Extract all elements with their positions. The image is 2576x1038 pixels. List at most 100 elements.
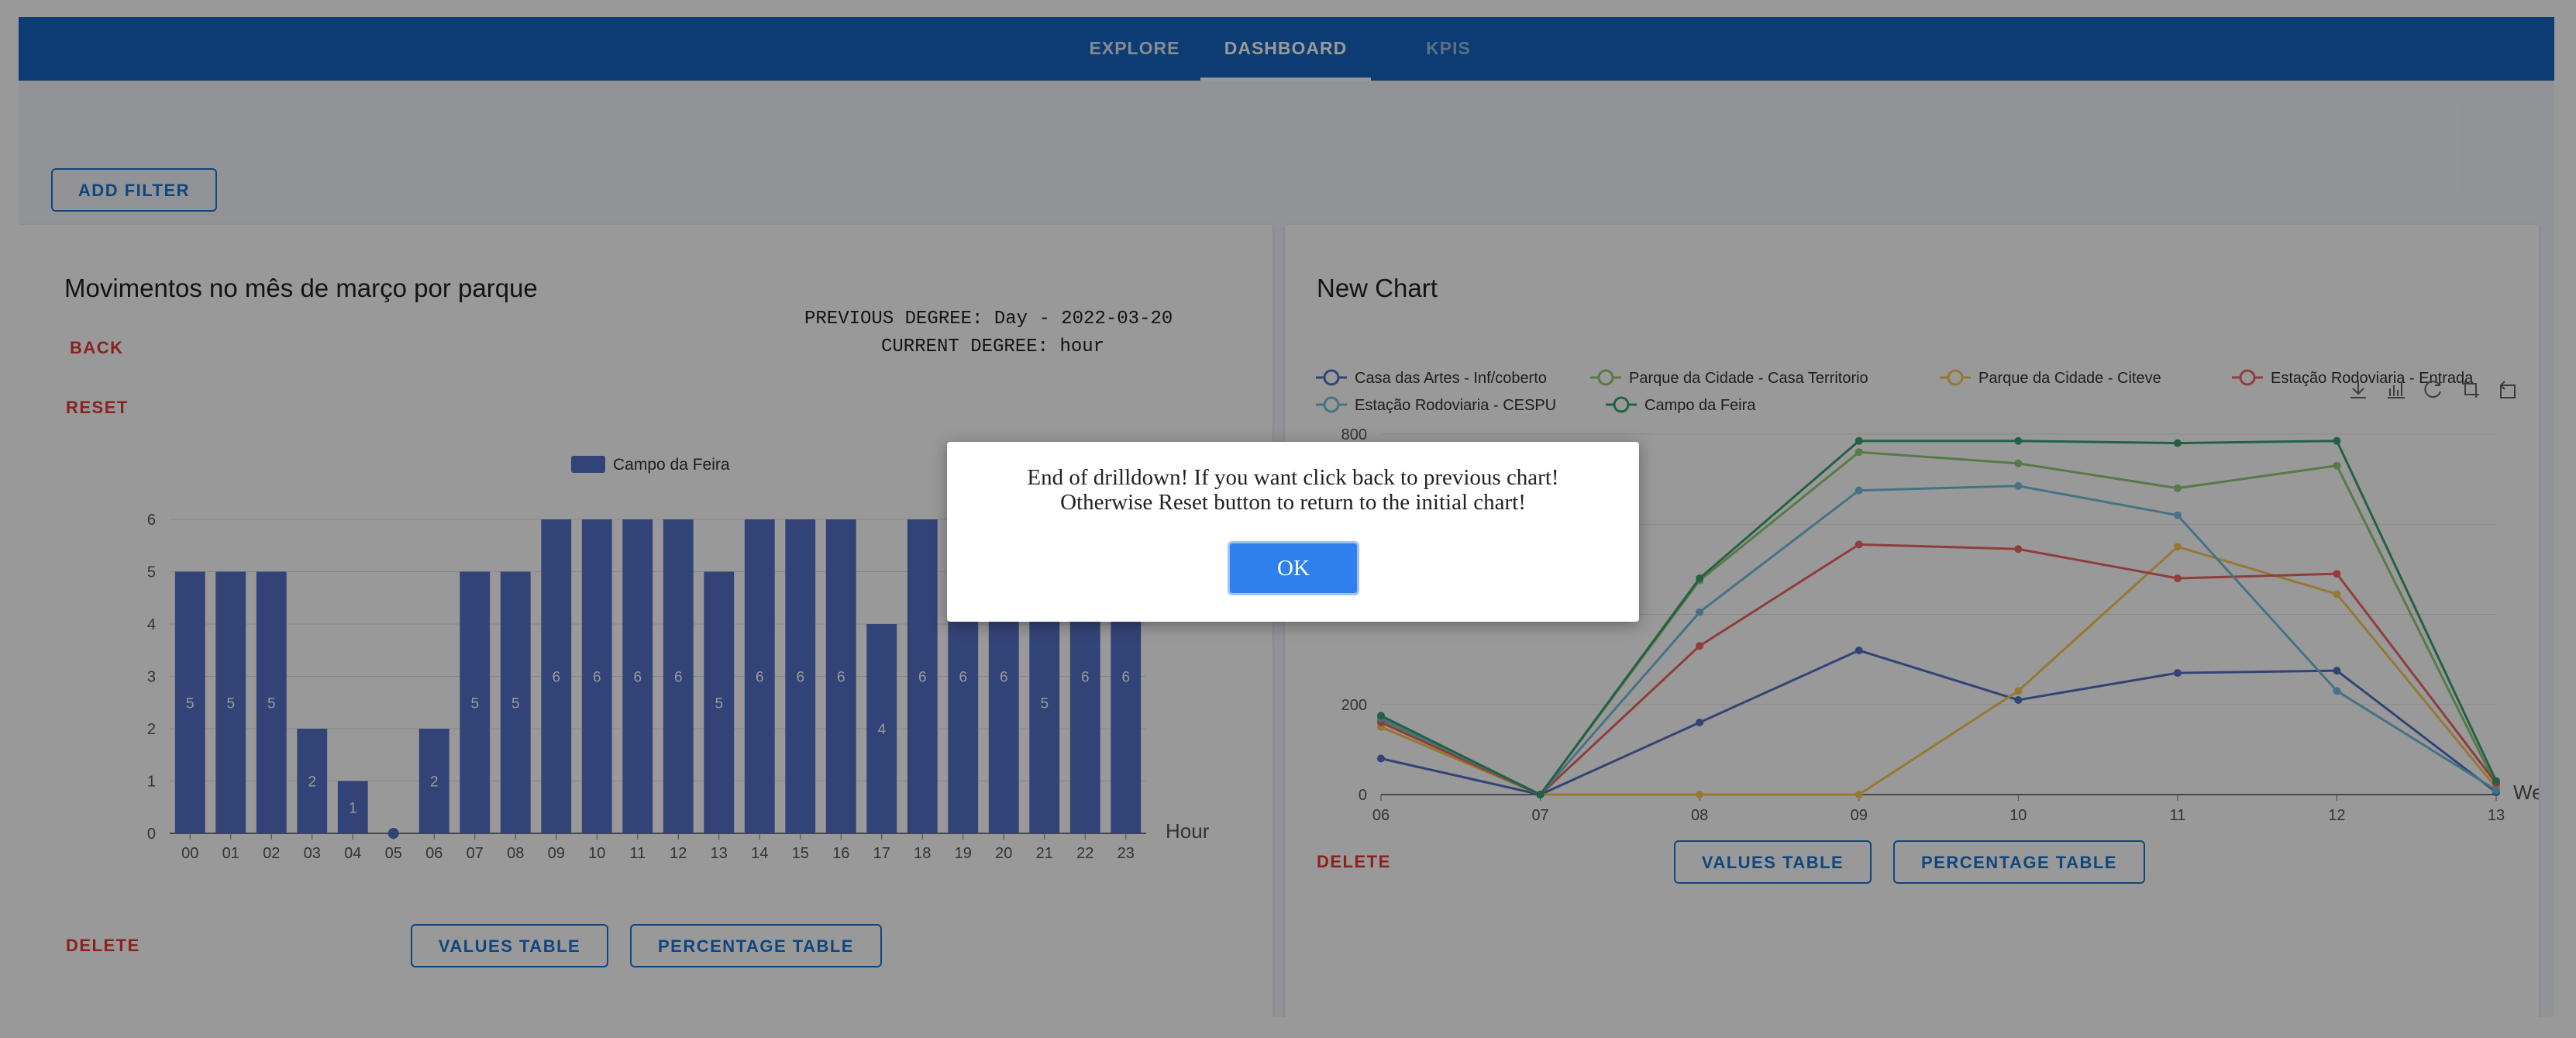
bar — [215, 571, 246, 833]
percentage-table-button-right[interactable]: PERCENTAGE TABLE — [1893, 840, 2145, 884]
x-tick-label: 05 — [385, 845, 402, 862]
x-tick-label: 21 — [1036, 845, 1053, 862]
tab-dashboard[interactable]: DASHBOARD — [1200, 17, 1371, 81]
x-tick-label: 12 — [670, 845, 687, 862]
bar-value-label: 6 — [1081, 670, 1090, 686]
x-axis-title: Hour — [1166, 819, 1210, 843]
ok-button[interactable]: OK — [1228, 541, 1359, 595]
bar — [825, 519, 856, 833]
y-tick-label: 1 — [147, 774, 156, 791]
download-icon[interactable] — [2350, 381, 2366, 398]
series-point — [1855, 791, 1863, 798]
bar — [460, 571, 491, 833]
bar-value-label: 5 — [715, 695, 723, 712]
series-point — [2014, 687, 2023, 695]
bar-value-label: 6 — [633, 670, 642, 686]
tab-explore[interactable]: EXPLORE — [1089, 38, 1180, 58]
x-tick-label: 13 — [2488, 807, 2505, 824]
crop-icon[interactable] — [2462, 381, 2479, 398]
x-tick-label: 10 — [2009, 807, 2027, 824]
bar — [744, 519, 775, 833]
filter-area: ADD FILTER — [19, 81, 2554, 236]
series-point — [1855, 540, 1863, 549]
percentage-table-button-left[interactable]: PERCENTAGE TABLE — [630, 924, 882, 967]
line-legend-item: Campo da Feira — [1606, 396, 1756, 414]
x-tick-label: 10 — [588, 845, 605, 862]
bar-value-label: 4 — [877, 722, 886, 738]
x-tick-label: 20 — [995, 845, 1012, 862]
series-point — [1377, 754, 1385, 763]
legend-label: Estação Rodoviaria - Entrada — [2271, 370, 2474, 387]
series-point — [1696, 791, 1704, 798]
legend-marker — [1947, 369, 1964, 386]
x-tick-label: 08 — [1691, 807, 1708, 824]
bar-chart-icon[interactable] — [2388, 382, 2405, 398]
add-filter-button[interactable]: ADD FILTER — [51, 168, 217, 212]
series-point — [2333, 590, 2341, 598]
bar-value-label: 6 — [1121, 670, 1130, 686]
bar-value-label: 1 — [349, 800, 357, 816]
delete-button-right[interactable]: DELETE — [1317, 852, 1391, 871]
restore-icon[interactable] — [2500, 381, 2516, 398]
right-card-title: New Chart — [1317, 274, 1438, 302]
legend-marker — [1323, 369, 1340, 386]
tab-kpis[interactable]: KPIS — [1426, 38, 1471, 58]
y-tick-label: 4 — [147, 616, 156, 633]
series-point — [2333, 687, 2341, 695]
x-axis-title: We — [2513, 781, 2539, 804]
y-tick-label: 800 — [1341, 426, 1367, 443]
series-point — [2173, 511, 2182, 519]
values-table-button-left[interactable]: VALUES TABLE — [411, 924, 608, 967]
series-point — [2014, 436, 2023, 445]
series-point — [2014, 459, 2023, 467]
reset-button[interactable]: RESET — [66, 398, 129, 417]
left-card-title: Movimentos no mês de março por parque — [64, 274, 538, 302]
series-point — [1855, 486, 1863, 495]
x-tick-label: 18 — [914, 845, 931, 862]
bar — [785, 519, 816, 833]
refresh-icon[interactable] — [2424, 381, 2441, 398]
x-tick-label: 15 — [792, 845, 809, 862]
series-point — [2014, 545, 2023, 553]
line-legend-item: Estação Rodoviaria - Entrada — [2232, 369, 2474, 387]
x-tick-label: 13 — [711, 845, 728, 862]
legend-marker — [1323, 396, 1340, 413]
x-tick-label: 02 — [263, 845, 280, 862]
series-point — [2014, 695, 2023, 704]
back-button[interactable]: BACK — [70, 338, 124, 357]
y-tick-label: 6 — [147, 512, 156, 529]
bar-value-label: 5 — [470, 695, 479, 712]
y-tick-label: 3 — [147, 669, 156, 686]
legend-label: Casa das Artes - Inf/coberto — [1355, 370, 1547, 387]
line-legend-item: Parque da Cidade - Citeve — [1940, 369, 2161, 387]
y-tick-label: 2 — [147, 721, 156, 738]
x-tick-label: 07 — [467, 845, 484, 862]
series-line — [1380, 545, 2498, 796]
x-tick-label: 09 — [1851, 807, 1868, 824]
delete-button-left[interactable]: DELETE — [66, 936, 140, 955]
bar — [622, 519, 653, 833]
series-point — [1696, 608, 1704, 616]
legend-label: Estação Rodoviaria - CESPU — [1355, 397, 1556, 414]
x-tick-label: 09 — [548, 845, 565, 862]
bar — [704, 571, 735, 833]
series-line — [1380, 543, 2498, 796]
bar-value-label: 6 — [796, 670, 804, 686]
values-table-button-right[interactable]: VALUES TABLE — [1674, 840, 1872, 884]
bar-value-label: 6 — [552, 670, 560, 686]
series-point — [2014, 481, 2023, 490]
x-tick-label: 22 — [1076, 845, 1093, 862]
bar — [337, 781, 368, 833]
line-chart: Casa das Artes - Inf/coberto Parque da Ci… — [1316, 369, 2539, 824]
x-tick-label: 12 — [2328, 807, 2345, 824]
legend-label: Parque da Cidade - Casa Territorio — [1629, 370, 1868, 387]
bar — [663, 519, 694, 833]
series-point — [2492, 777, 2500, 785]
bar — [866, 624, 897, 833]
line-legend-item: Parque da Cidade - Casa Territorio — [1590, 369, 1868, 387]
series-point — [1855, 436, 1863, 445]
x-tick-label: 23 — [1118, 845, 1135, 862]
line-legend-item: Estação Rodoviaria - CESPU — [1316, 396, 1556, 414]
bar-value-label: 6 — [593, 670, 601, 686]
